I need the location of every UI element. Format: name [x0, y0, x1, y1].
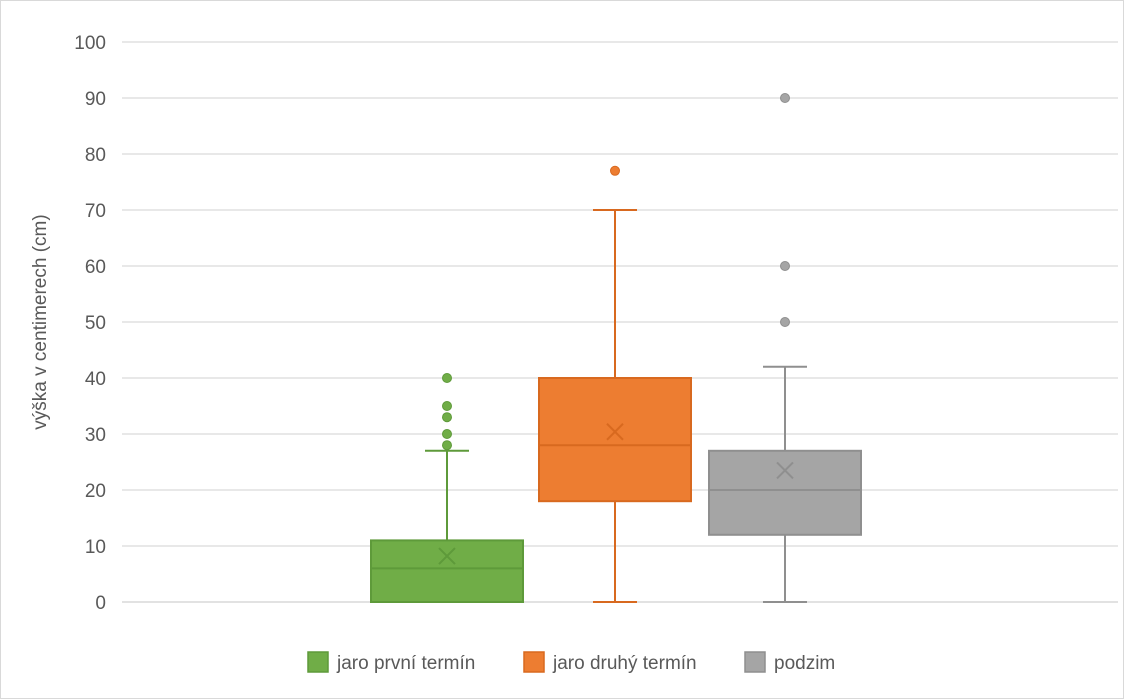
legend-label: jaro první termín: [336, 653, 475, 674]
legend-label: jaro druhý termín: [552, 653, 697, 674]
iqr-box: [708, 449, 862, 536]
legend-swatch: [744, 651, 766, 673]
box-group: [538, 165, 692, 603]
y-tick-label: 50: [85, 313, 106, 334]
legend: jaro první termín jaro druhý termín podzim: [307, 651, 835, 674]
iqr-box: [538, 377, 692, 503]
legend-label: podzim: [774, 653, 835, 674]
outlier-point: [442, 401, 452, 411]
iqr-box: [370, 539, 524, 604]
y-tick-label: 100: [74, 33, 106, 54]
y-tick-label: 30: [85, 425, 106, 446]
legend-swatch: [307, 651, 329, 673]
outlier-point: [442, 412, 452, 423]
outlier-point: [442, 373, 452, 383]
outlier-point: [442, 429, 452, 439]
mean-marker: [438, 547, 456, 565]
boxes: [370, 93, 862, 604]
outlier-point: [780, 261, 790, 271]
y-tick-label: 10: [85, 537, 106, 558]
outlier-point: [610, 165, 620, 176]
box-group: [370, 373, 524, 604]
legend-swatch: [523, 651, 545, 673]
y-axis-ticks: 0 10 20 30 40 50 60 70 80 90 100: [74, 33, 106, 614]
y-axis-title: výška v centimerech (cm): [30, 214, 51, 429]
y-tick-label: 40: [85, 369, 106, 390]
y-tick-label: 80: [85, 145, 106, 166]
y-tick-label: 90: [85, 89, 106, 110]
y-tick-label: 20: [85, 481, 106, 502]
y-tick-label: 70: [85, 201, 106, 222]
outlier-point: [780, 317, 790, 327]
mean-marker: [606, 423, 624, 441]
gridlines: [122, 41, 1118, 603]
outlier-point: [442, 440, 452, 451]
y-tick-label: 0: [95, 593, 106, 614]
y-tick-label: 60: [85, 257, 106, 278]
box-group: [708, 93, 862, 603]
mean-marker: [776, 461, 794, 480]
outlier-point: [780, 93, 790, 103]
